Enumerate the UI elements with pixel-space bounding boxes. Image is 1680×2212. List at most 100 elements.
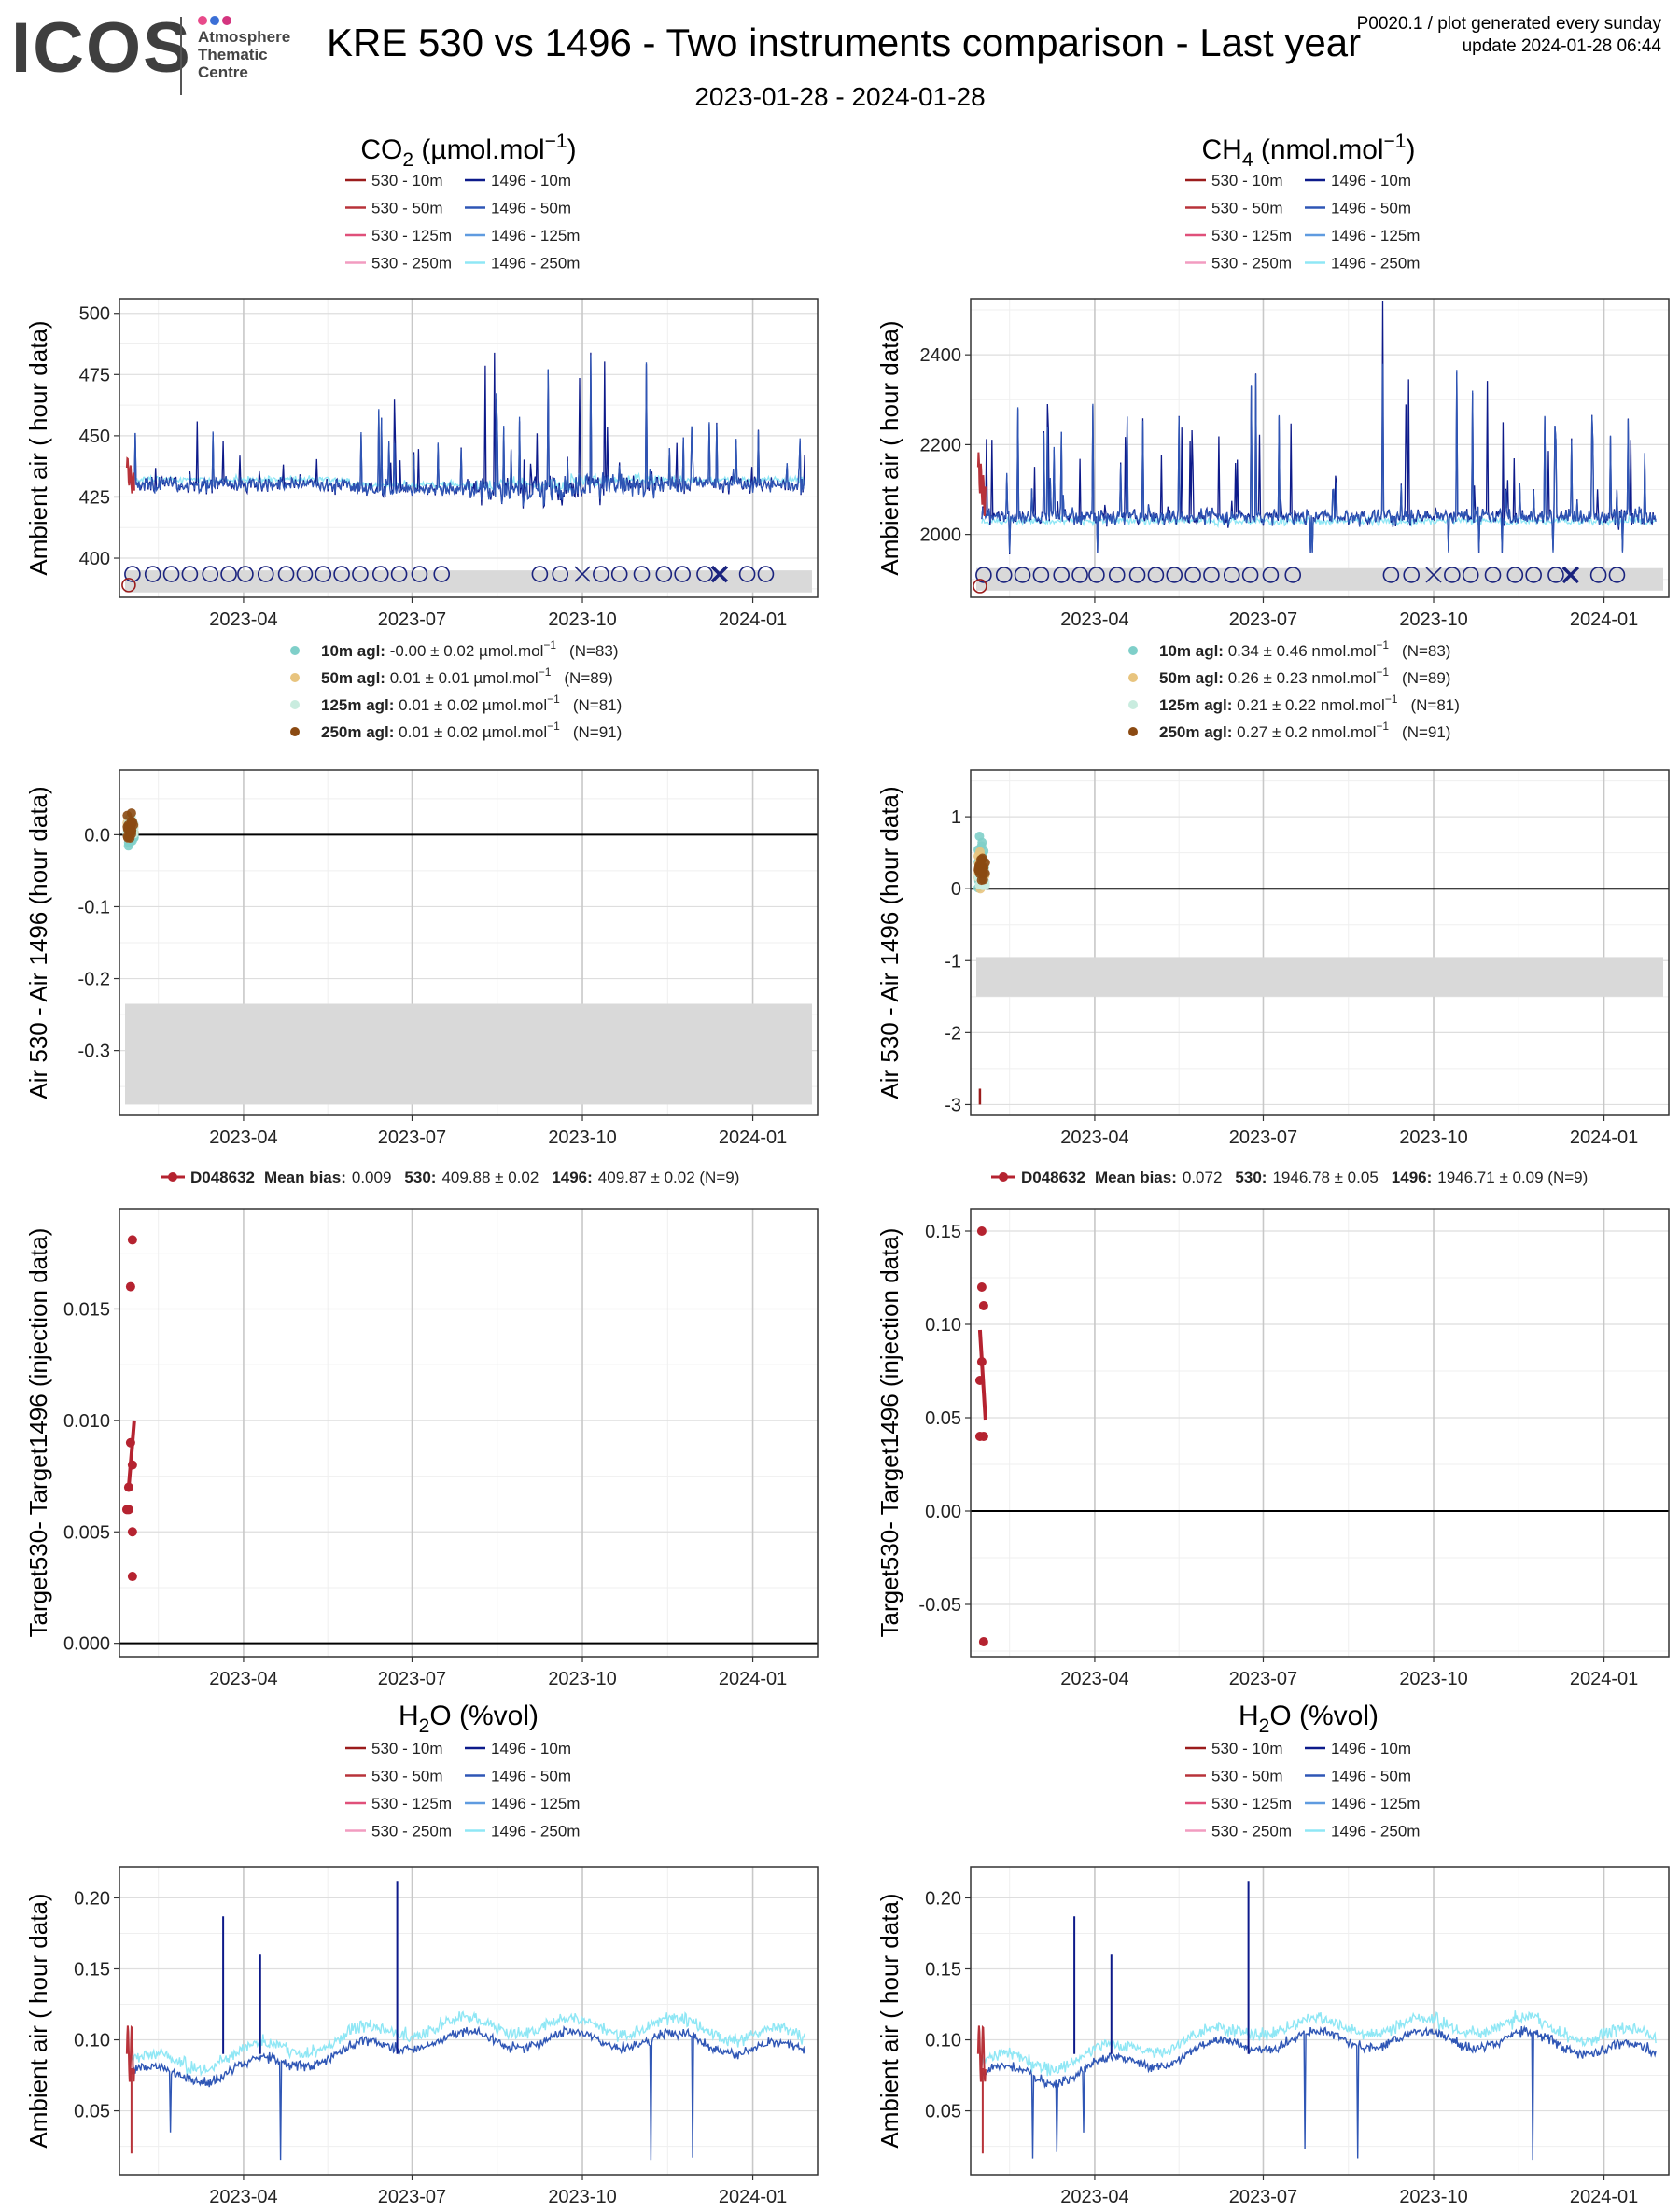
y-axis-label: Target530- Target1496 (injection data) — [875, 1228, 903, 1638]
title-subscript: 2 — [402, 149, 413, 171]
x-tick-label: 2023-04 — [209, 2187, 277, 2207]
legend-label: 1496 - 250m — [1331, 1823, 1420, 1841]
flag-circle — [1547, 567, 1564, 583]
legend-label: 1496 - 50m — [1331, 1768, 1411, 1785]
flag-circle — [352, 566, 369, 582]
flag-circle — [1014, 567, 1031, 583]
series-530 — [125, 456, 135, 494]
legend-height: 50m agl: — [1159, 669, 1224, 687]
bias-value: 0.072 — [1183, 1169, 1223, 1186]
target-fit-line — [977, 1329, 987, 1421]
label-530: 530: — [1235, 1169, 1267, 1186]
x-tick-label: 2023-07 — [1229, 2187, 1297, 2207]
flag-circle — [738, 566, 756, 582]
target-point — [978, 1637, 988, 1646]
flag-circle — [1053, 567, 1071, 583]
series-legend: 530 - 10m 1496 - 10m 530 - 50m 1496 - 50m 53… — [345, 1740, 580, 1841]
title-subscript: 2 — [419, 1715, 430, 1737]
y-axis-label: Ambient air ( hour data) — [24, 320, 52, 575]
y-tick-label: -3 — [945, 1095, 961, 1115]
bias-label: Mean bias: — [264, 1169, 346, 1186]
y-tick-label: 2000 — [920, 525, 962, 546]
x-tick-label: 2023-04 — [1060, 1669, 1128, 1689]
generation-info: P0020.1 / plot generated every sunday up… — [1357, 13, 1661, 58]
x-tick-label: 2024-01 — [719, 1127, 787, 1148]
legend-n: (N=83) — [569, 642, 618, 660]
flag-circle — [1608, 567, 1626, 583]
x-tick-label: 2023-04 — [1060, 609, 1128, 630]
target-legend: D048632 Mean bias: 0.009 530: 409.88 ± 0.02 1… — [161, 1169, 739, 1186]
legend-label: 1496 - 10m — [491, 1740, 571, 1757]
y-axis-label: Ambient air ( hour data) — [875, 1893, 903, 2148]
x-tick-label: 2023-10 — [548, 1127, 616, 1148]
legend-n: (N=91) — [1402, 723, 1450, 741]
flag-circle — [655, 566, 673, 582]
x-tick-label: 2023-10 — [1399, 1127, 1467, 1148]
legend-stat: 0.34 ± 0.46 nmol.mol — [1224, 642, 1376, 660]
ch4-target-plot: -0.05 0.00 0.05 0.10 0.15 2023-04 2023-07 2023-… — [875, 1208, 1670, 1689]
y-tick-label: 425 — [79, 487, 110, 508]
legend-n: (N=83) — [1402, 642, 1450, 660]
flag-circle — [1403, 567, 1421, 583]
legend-label: 1496 - 125m — [491, 227, 580, 245]
x-tick-label: 2023-04 — [209, 609, 277, 630]
legend-label: D048632 Mean bias: 0.072 530: 1946.78 ± 0.05… — [1021, 1169, 1588, 1186]
legend-label: 250m agl: 0.01 ± 0.02 µmol.mol−1 (N=91) — [321, 720, 622, 741]
y-tick-label: 0.20 — [925, 1888, 961, 1909]
flag-circle — [333, 566, 350, 582]
target-point — [127, 1572, 137, 1582]
flag-circle — [674, 566, 691, 582]
legend-label: 530 - 10m — [371, 1740, 443, 1757]
y-tick-label: 1 — [951, 807, 961, 828]
x-tick-label: 2023-10 — [548, 2187, 616, 2207]
logo-dots — [198, 13, 234, 30]
legend-label: 250m agl: 0.27 ± 0.2 nmol.mol−1 (N=91) — [1159, 720, 1450, 741]
legend-label: 1496 - 125m — [491, 1795, 580, 1813]
title-unit: (µmol.mol — [413, 134, 545, 165]
h2o-left-plot: 0.05 0.10 0.15 0.20 2023-04 2023-07 2023-10 202… — [24, 1866, 819, 2207]
flag-cross — [574, 566, 591, 582]
legend-stat: -0.00 ± 0.02 µmol.mol — [385, 642, 543, 660]
label-1496: 1496: — [552, 1169, 592, 1186]
legend-stat: 0.01 ± 0.01 µmol.mol — [385, 669, 539, 687]
y-tick-label: 0.10 — [74, 2031, 110, 2051]
x-tick-label: 2023-10 — [548, 609, 616, 630]
legend-label: 530 - 50m — [1211, 1768, 1283, 1785]
series-1496-50m — [981, 363, 1657, 553]
series-1496-250m — [981, 2010, 1657, 2077]
series-1496-50m — [130, 355, 805, 507]
value-1496: 409.87 ± 0.02 (N=9) — [598, 1169, 740, 1186]
flag-circle — [1071, 567, 1088, 583]
y-tick-label: 0.20 — [74, 1888, 110, 1909]
legend-height: 50m agl: — [321, 669, 385, 687]
legend-swatch — [290, 646, 300, 655]
title-main: CO — [360, 134, 402, 165]
date-range: 2023-01-28 - 2024-01-28 — [694, 82, 986, 111]
legend-exp: −1 — [1376, 665, 1389, 679]
target-point — [127, 1235, 137, 1245]
flag-circle — [237, 566, 254, 582]
legend-swatch — [1128, 727, 1138, 736]
legend-label: 1496 - 50m — [491, 1768, 571, 1785]
plot-border — [119, 769, 819, 1116]
legend-label: 1496 - 125m — [1331, 227, 1420, 245]
title-close: ) — [1407, 134, 1416, 165]
title-superscript: −1 — [545, 131, 567, 152]
plot-background — [119, 299, 818, 597]
legend-n: (N=81) — [573, 696, 622, 714]
plot-border — [119, 1866, 819, 2176]
legend-exp: −1 — [547, 693, 560, 706]
series-group — [976, 1881, 1657, 2161]
legend-exp: −1 — [543, 638, 556, 651]
bias-value: 0.009 — [352, 1169, 392, 1186]
diff-point — [976, 875, 987, 886]
x-tick-label: 2024-01 — [719, 1669, 787, 1689]
flag-circle — [1284, 567, 1302, 583]
legend-label: 530 - 250m — [371, 1823, 452, 1841]
series-group — [125, 352, 805, 510]
logo-divider — [180, 17, 182, 95]
y-axis-label: Air 530 - Air 1496 (hour data) — [875, 786, 903, 1099]
y-tick-label: 0.15 — [925, 1222, 961, 1242]
flag-circle — [1184, 567, 1201, 583]
